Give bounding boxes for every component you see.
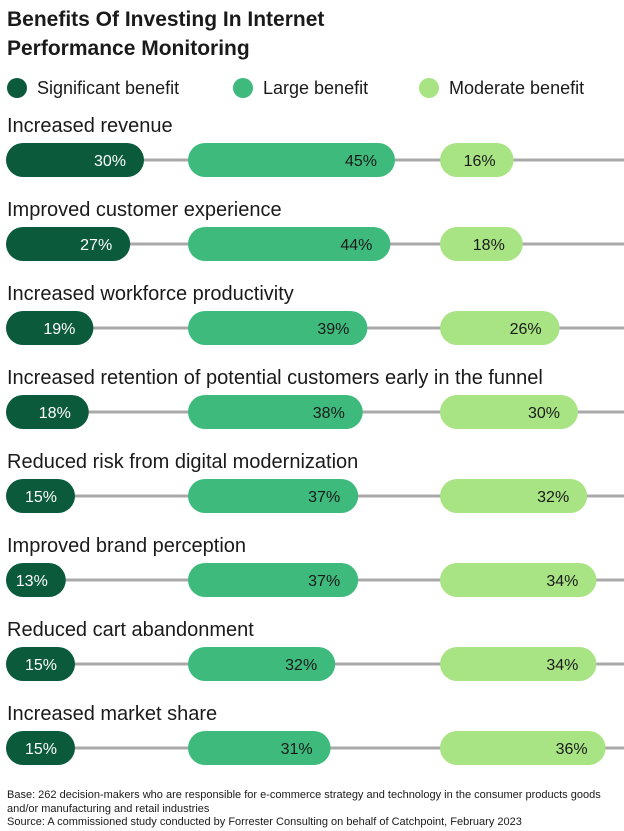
bar bbox=[188, 731, 331, 765]
bar bbox=[440, 143, 514, 177]
bar bbox=[440, 731, 606, 765]
category-label: Reduced risk from digital modernization bbox=[7, 451, 358, 473]
data-label: 13% bbox=[16, 573, 48, 590]
legend-swatch-large bbox=[233, 78, 253, 98]
footnote-source: Source: A commissioned study conducted b… bbox=[7, 816, 522, 828]
data-label: 32% bbox=[537, 489, 569, 506]
bar bbox=[440, 311, 560, 345]
bar bbox=[188, 143, 395, 177]
data-label: 45% bbox=[345, 153, 377, 170]
data-label: 15% bbox=[25, 657, 57, 674]
data-label: 44% bbox=[340, 237, 372, 254]
legend-label-large: Large benefit bbox=[263, 78, 369, 98]
data-label: 18% bbox=[473, 237, 505, 254]
data-label: 16% bbox=[464, 153, 496, 170]
footnote: Base: 262 decision-makers who are respon… bbox=[7, 789, 607, 830]
data-label: 15% bbox=[25, 489, 57, 506]
legend-label-significant: Significant benefit bbox=[37, 78, 180, 98]
category-label: Improved customer experience bbox=[7, 199, 282, 221]
bar bbox=[188, 563, 359, 597]
data-label: 34% bbox=[546, 573, 578, 590]
data-label: 27% bbox=[80, 237, 112, 254]
data-label: 30% bbox=[528, 405, 560, 422]
bar bbox=[188, 311, 368, 345]
category-label: Increased revenue bbox=[7, 115, 173, 137]
bar bbox=[440, 227, 523, 261]
bar bbox=[188, 479, 359, 513]
bar bbox=[6, 563, 66, 597]
chart-title: Benefits Of Investing In Internet Perfor… bbox=[7, 8, 325, 60]
bar bbox=[188, 647, 336, 681]
data-label: 26% bbox=[510, 321, 542, 338]
data-label: 15% bbox=[25, 741, 57, 758]
bar bbox=[6, 395, 89, 429]
bar bbox=[6, 227, 131, 261]
data-label: 37% bbox=[308, 489, 340, 506]
bar bbox=[6, 311, 94, 345]
data-label: 18% bbox=[39, 405, 71, 422]
data-label: 31% bbox=[281, 741, 313, 758]
legend-swatch-significant bbox=[7, 78, 27, 98]
bar bbox=[188, 227, 391, 261]
bar bbox=[6, 479, 75, 513]
category-label: Increased retention of potential custome… bbox=[7, 367, 543, 389]
bar bbox=[440, 395, 578, 429]
category-label: Increased workforce productivity bbox=[7, 283, 294, 305]
footnote-base: Base: 262 decision-makers who are respon… bbox=[7, 789, 601, 815]
category-label: Increased market share bbox=[7, 703, 217, 725]
bar bbox=[188, 395, 363, 429]
data-label: 39% bbox=[317, 321, 349, 338]
bar bbox=[440, 479, 588, 513]
category-label: Reduced cart abandonment bbox=[7, 619, 254, 641]
bar bbox=[6, 143, 144, 177]
data-label: 37% bbox=[308, 573, 340, 590]
data-label: 34% bbox=[546, 657, 578, 674]
bar bbox=[440, 563, 597, 597]
data-label: 19% bbox=[43, 321, 75, 338]
bar bbox=[6, 731, 75, 765]
data-label: 36% bbox=[556, 741, 588, 758]
data-label: 32% bbox=[285, 657, 317, 674]
category-label: Improved brand perception bbox=[7, 535, 246, 557]
data-label: 30% bbox=[94, 153, 126, 170]
bar-chart: Increased revenue 30% 45% 16% Improved custo… bbox=[6, 115, 624, 765]
bar bbox=[6, 647, 75, 681]
legend-swatch-moderate bbox=[419, 78, 439, 98]
data-label: 38% bbox=[313, 405, 345, 422]
bar bbox=[440, 647, 597, 681]
legend-label-moderate: Moderate benefit bbox=[449, 78, 585, 98]
